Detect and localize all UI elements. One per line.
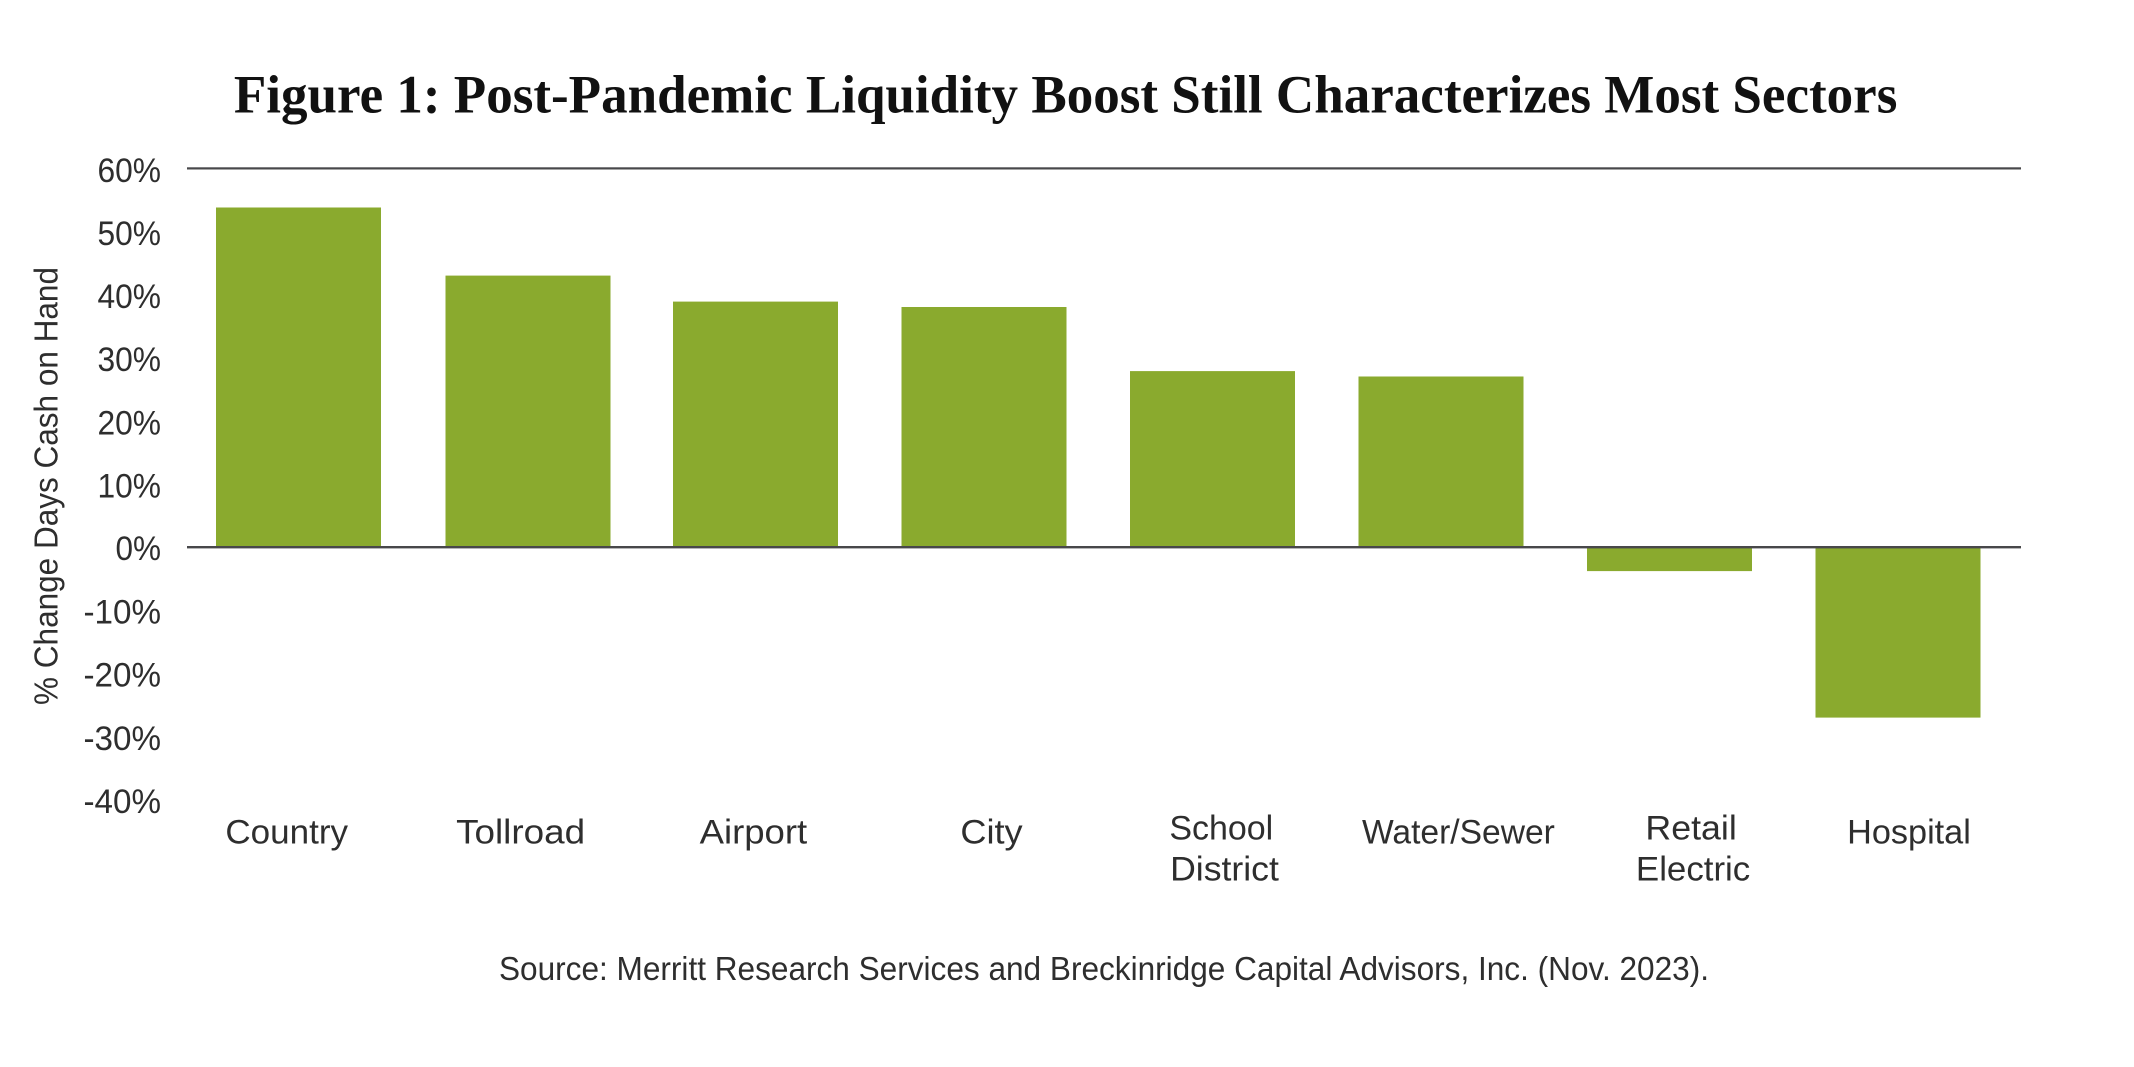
svg-text:10%: 10% [98, 467, 162, 505]
svg-text:-40%: -40% [84, 783, 162, 821]
svg-text:Country: Country [225, 814, 348, 852]
svg-text:30%: 30% [98, 341, 162, 379]
svg-text:-10%: -10% [84, 594, 162, 632]
svg-text:-30%: -30% [84, 720, 162, 758]
svg-text:Figure 1: Post-Pandemic Liquid: Figure 1: Post-Pandemic Liquidity Boost … [234, 65, 1898, 125]
svg-text:20%: 20% [98, 404, 162, 442]
svg-text:-20%: -20% [84, 657, 162, 695]
svg-text:Water/Sewer: Water/Sewer [1362, 814, 1555, 852]
svg-text:Electric: Electric [1636, 851, 1750, 889]
svg-text:50%: 50% [98, 215, 162, 253]
svg-text:Tollroad: Tollroad [456, 814, 585, 852]
svg-text:School: School [1169, 810, 1273, 848]
svg-text:40%: 40% [98, 278, 162, 316]
svg-text:Retail: Retail [1645, 810, 1736, 848]
svg-text:60%: 60% [98, 152, 162, 190]
svg-text:% Change Days Cash on Hand: % Change Days Cash on Hand [28, 267, 65, 705]
svg-text:0%: 0% [116, 530, 162, 568]
svg-text:Source: Merritt Research Servi: Source: Merritt Research Services and Br… [499, 950, 1709, 987]
svg-text:District: District [1170, 851, 1279, 889]
svg-text:Hospital: Hospital [1847, 814, 1971, 852]
svg-text:Airport: Airport [700, 814, 808, 852]
svg-text:City: City [960, 814, 1022, 852]
